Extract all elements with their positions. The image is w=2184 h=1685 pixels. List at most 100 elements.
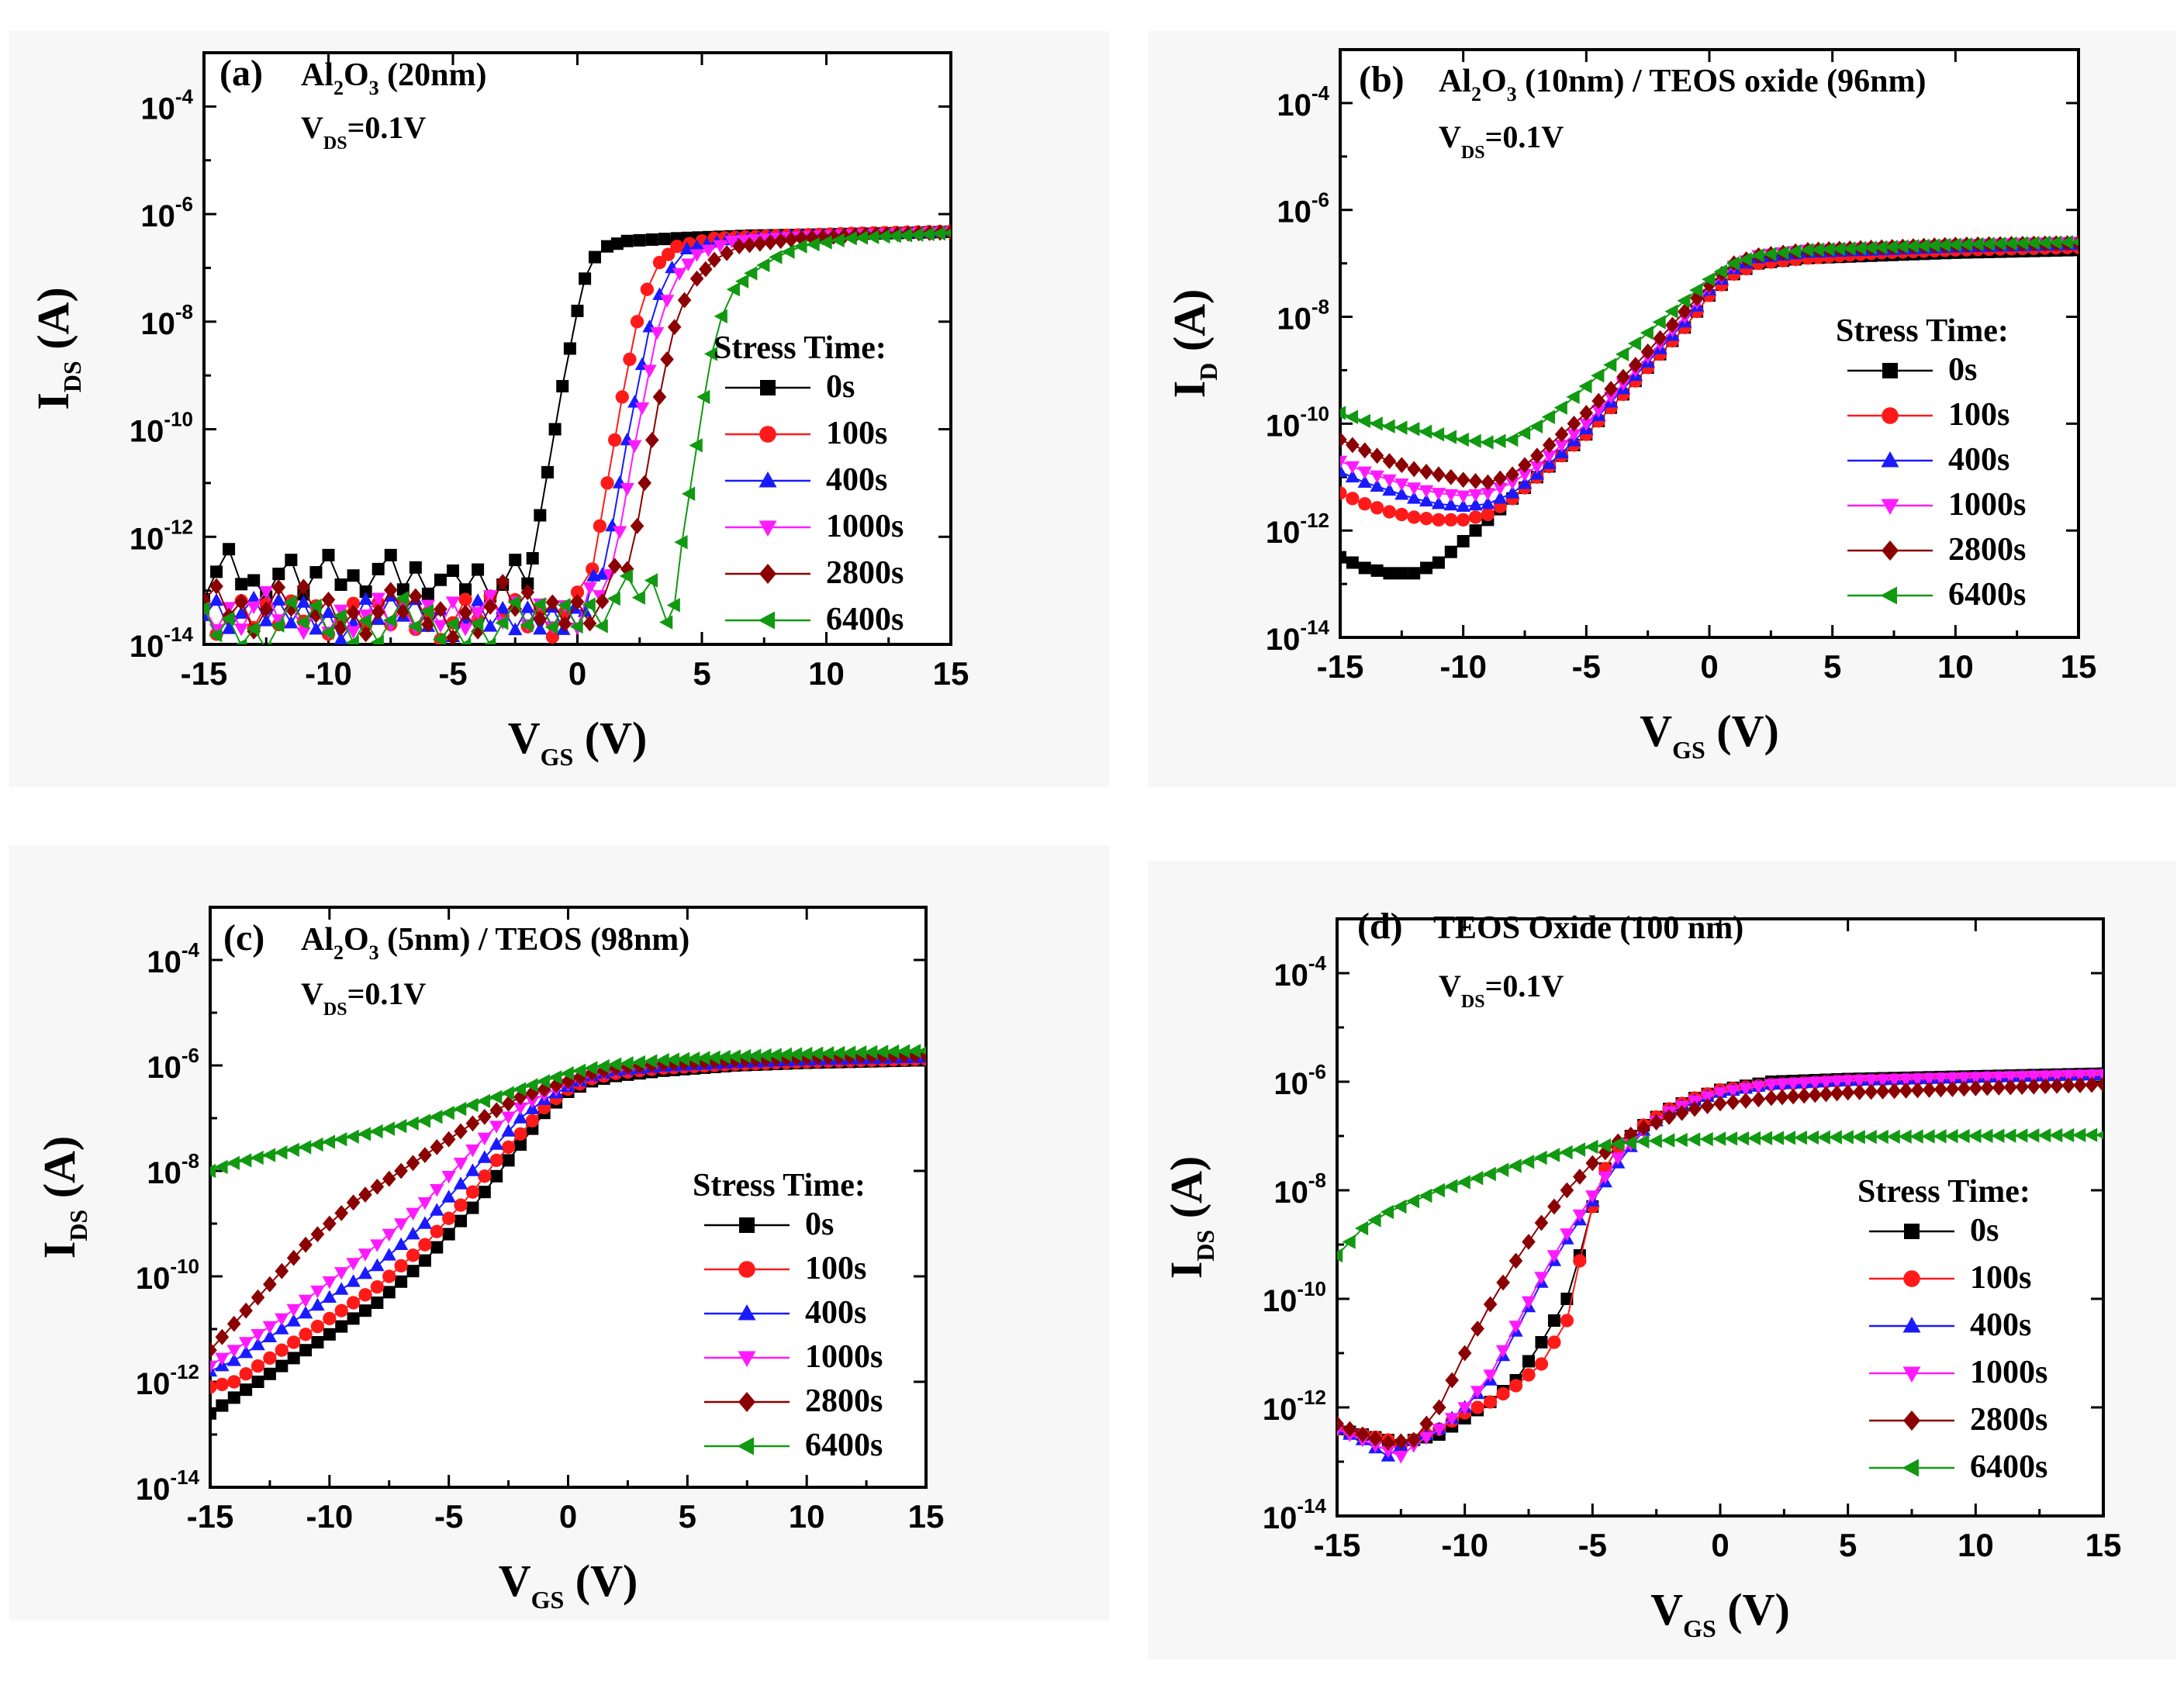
data-point-1000s (1603, 392, 1619, 405)
data-point-1000s (296, 627, 311, 641)
data-point-100s (1547, 1335, 1561, 1349)
data-point-400s (441, 1190, 456, 1203)
data-point-0s (1469, 524, 1482, 537)
data-point-100s (623, 352, 637, 367)
data-point-2800s (406, 1155, 420, 1172)
condition-label: VDS=0.1V (301, 110, 426, 154)
data-point-6400s (285, 1142, 299, 1157)
data-point-6400s (357, 1127, 371, 1141)
data-point-0s (1408, 567, 1421, 580)
data-point-100s (1394, 507, 1408, 522)
data-point-2800s (454, 1123, 468, 1140)
data-point-6400s (1406, 422, 1420, 437)
data-point-1000s (2096, 1069, 2103, 1082)
data-point-0s (418, 1254, 431, 1267)
y-tick-label: 10-6 (1277, 188, 1329, 230)
data-point-6400s (204, 601, 210, 616)
data-point-6400s (1636, 1134, 1650, 1149)
data-point-6400s (557, 598, 571, 613)
data-point-1000s (1357, 466, 1372, 479)
data-point-0s (509, 554, 522, 567)
data-point-2800s (1340, 431, 1347, 448)
x-tick-label: 0 (568, 655, 586, 692)
data-point-6400s (596, 1058, 610, 1074)
data-point-400s (284, 616, 299, 629)
data-point-2800s (209, 578, 223, 595)
data-point-6400s (1842, 241, 1856, 256)
data-point-2800s (753, 235, 767, 252)
panel-label: (c) (223, 917, 264, 958)
data-point-2800s (645, 432, 659, 448)
data-point-1000s (1340, 455, 1348, 469)
data-point-1000s (525, 1096, 540, 1109)
y-tick-label: 10-14 (1263, 1494, 1327, 1535)
data-point-1000s (1585, 1190, 1600, 1203)
data-point-6400s (572, 1063, 586, 1078)
data-point-100s (1340, 486, 1347, 500)
data-point-1000s (420, 599, 436, 613)
data-point-1000s (724, 235, 739, 249)
data-point-2800s (1662, 1109, 1676, 1125)
data-point-1000s (650, 326, 665, 340)
data-point-1000s (1554, 440, 1569, 453)
data-point-6400s (727, 1049, 741, 1064)
data-point-6400s (1863, 1129, 1877, 1145)
data-point-1000s (672, 268, 687, 281)
data-point-6400s (1419, 424, 1432, 439)
data-point-6400s (1495, 1162, 1509, 1177)
data-point-2800s (1370, 447, 1384, 464)
data-point-2800s (1547, 1198, 1561, 1215)
data-point-0s (275, 1359, 289, 1373)
data-point-2800s (1636, 1120, 1650, 1136)
data-point-2800s (496, 574, 510, 590)
data-point-100s (545, 630, 560, 644)
data-point-2800s (1591, 392, 1605, 409)
data-point-2800s (763, 234, 778, 250)
legend-marker-0s (1882, 363, 1898, 378)
data-point-6400s (1979, 1128, 1993, 1144)
data-point-400s (334, 1282, 349, 1295)
data-point-100s (1346, 492, 1360, 506)
data-point-6400s (476, 1093, 491, 1109)
data-point-6400s (1340, 406, 1346, 420)
data-point-2800s (1356, 1426, 1370, 1443)
legend-marker-100s (759, 426, 776, 443)
legend-marker-0s (760, 380, 776, 395)
data-point-1000s (1830, 1076, 1844, 1089)
data-point-6400s (1933, 1129, 1947, 1144)
data-point-2800s (742, 237, 757, 254)
data-point-0s (588, 250, 601, 264)
data-point-6400s (1905, 239, 1920, 254)
data-point-1000s (1419, 485, 1434, 499)
data-point-2800s (1382, 453, 1397, 469)
data-point-1000s (275, 1313, 289, 1326)
data-point-0s (359, 585, 372, 599)
data-point-2800s (2003, 1079, 2018, 1096)
data-point-6400s (1991, 1128, 2005, 1143)
data-point-6400s (921, 226, 935, 242)
data-point-2800s (1470, 1321, 1484, 1337)
data-point-2800s (1483, 1296, 1498, 1313)
data-point-6400s (250, 1150, 264, 1165)
y-tick-label: 10-12 (136, 1360, 199, 1401)
data-point-1000s (430, 1184, 444, 1197)
data-point-6400s (584, 1061, 598, 1076)
data-point-2800s (409, 588, 423, 605)
panel-d: -15 -10 -5 0 5 10 15 10-14 10-12 10-10 10-8 10-6 10-… (1148, 861, 2176, 1659)
data-point-1000s (1394, 1451, 1408, 1464)
data-point-100s (418, 1238, 432, 1252)
legend-marker-100s (738, 1261, 755, 1278)
data-point-6400s (453, 1101, 467, 1117)
legend-label: 400s (1948, 442, 2009, 478)
data-point-2800s (371, 603, 385, 620)
legend-label: 6400s (1970, 1449, 2047, 1485)
data-point-6400s (2059, 235, 2073, 250)
data-point-400s (1382, 482, 1397, 496)
data-point-0s (223, 543, 236, 556)
data-point-6400s (644, 1054, 658, 1069)
data-point-0s (247, 574, 261, 587)
data-point-2800s (1945, 1081, 1960, 1097)
data-point-6400s (1775, 245, 1789, 261)
data-point-100s (640, 282, 655, 296)
data-point-1000s (1407, 482, 1422, 495)
